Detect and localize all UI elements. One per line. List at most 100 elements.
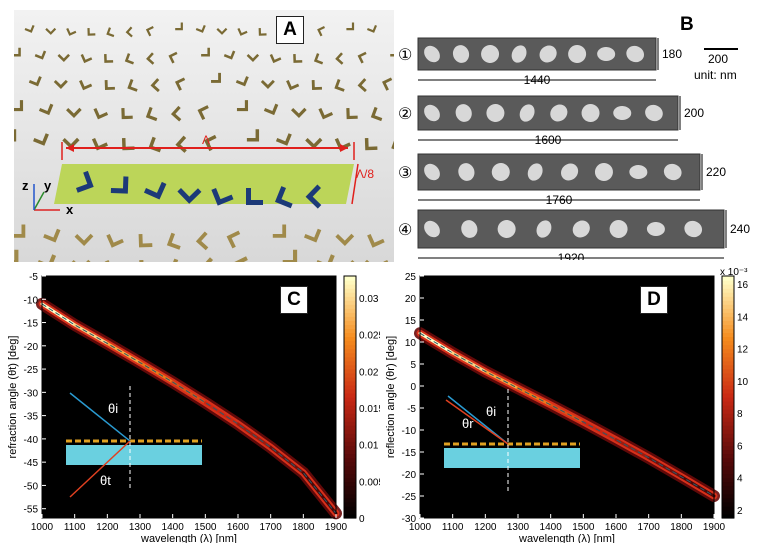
colorbar-segment [344, 368, 356, 374]
antenna [311, 80, 323, 91]
colorbar-segment [722, 364, 734, 370]
colorbar-segment [722, 324, 734, 330]
row-number: ④ [398, 222, 412, 239]
sem-particle [527, 163, 543, 181]
y-tick-label: -55 [24, 505, 39, 516]
antenna [263, 103, 279, 116]
y-tick-label: -15 [24, 319, 39, 330]
sem-particle [645, 104, 663, 122]
colorbar-tick-label: 8 [737, 409, 743, 420]
colorbar-segment [344, 320, 356, 325]
height-label: 200 [684, 106, 704, 120]
colorbar-segment [344, 401, 356, 406]
antenna [66, 28, 77, 36]
y-tick-label: -5 [29, 272, 38, 283]
colorbar-segment [722, 280, 734, 285]
antenna [121, 108, 133, 120]
highlighted-antenna [211, 188, 234, 206]
y-tick-label: -30 [402, 514, 417, 525]
colorbar-segment [344, 509, 356, 515]
colorbar-segment [344, 465, 356, 471]
colorbar-segment [344, 453, 356, 459]
x-tick-label: 1000 [409, 522, 432, 533]
colorbar-segment [722, 292, 734, 297]
sem-particle [629, 164, 648, 180]
x-tick-label: 1100 [442, 522, 464, 533]
colorbar-tick-label: 0.025 [359, 331, 380, 342]
antenna [14, 100, 24, 112]
x-tick-label: 1300 [129, 522, 152, 533]
panel-c-chart: θi θt 1000 1100 1200 1300 1400 1500 1600 1700 1800… [0, 268, 394, 545]
colorbar-segment [722, 348, 734, 354]
highlighted-antenna [246, 188, 263, 205]
y-tick-label: 20 [405, 294, 417, 305]
antenna [366, 24, 377, 33]
colorbar-segment [344, 292, 356, 297]
row-number: ① [398, 47, 412, 64]
x-tick-label: 1900 [703, 522, 726, 533]
antenna [303, 228, 322, 243]
colorbar-segment [722, 288, 734, 293]
antenna [235, 76, 249, 87]
antenna [246, 53, 260, 62]
x-tick-label: 1700 [638, 522, 661, 533]
y-tick-label: -20 [24, 342, 39, 353]
sem-particle [424, 45, 440, 63]
y-axis-label: refraction angle (θt) [deg] [7, 336, 19, 459]
colorbar-segment [344, 505, 356, 511]
antenna [313, 53, 324, 65]
colorbar-frame [721, 275, 735, 519]
y-tick-label: -25 [24, 365, 39, 376]
colorbar-segment [344, 288, 356, 293]
antenna [382, 77, 393, 91]
highlighted-antenna [305, 184, 322, 209]
substrate [444, 448, 580, 468]
highlighted-antenna [274, 186, 293, 209]
x-tick-label: 1800 [292, 522, 315, 533]
colorbar-frame [343, 275, 357, 519]
sem-particle [572, 220, 590, 238]
sem-particle [519, 104, 535, 122]
colorbar-segment [722, 489, 734, 495]
colorbar-segment [344, 433, 356, 438]
colorbar-segment [722, 340, 734, 346]
colorbar-segment [344, 308, 356, 313]
antenna-array [14, 22, 394, 262]
theory-dashed-line [419, 332, 715, 497]
colorbar-segment [722, 397, 734, 402]
antenna [168, 51, 178, 64]
sem-particle [424, 220, 440, 238]
colorbar-segment [722, 449, 734, 455]
colorbar-segment [722, 308, 734, 313]
substrate [66, 445, 202, 465]
incident-ray [69, 392, 131, 442]
colorbar-tick-label: 0.015 [359, 404, 380, 415]
colorbar-segment [344, 312, 356, 317]
colorbar-segment [722, 328, 734, 334]
colorbar-tick-label: 0.005 [359, 477, 380, 488]
antenna [106, 27, 115, 38]
colorbar-tick-label: 16 [737, 280, 749, 291]
colorbar-segment [344, 336, 356, 342]
antenna [346, 108, 358, 120]
x-tick-label: 1900 [325, 522, 348, 533]
colorbar-segment [722, 453, 734, 459]
colorbar-segment [344, 501, 356, 507]
panel-d-label: D [640, 286, 668, 314]
y-tick-label: -10 [402, 426, 417, 437]
colorbar-segment [722, 437, 734, 442]
antenna [150, 78, 160, 93]
colorbar-segment [344, 457, 356, 463]
colorbar-segment [344, 421, 356, 426]
antenna [317, 26, 325, 37]
plot-frame [419, 275, 715, 519]
colorbar-segment [344, 376, 356, 382]
sem-particle [597, 46, 616, 62]
y-tick-label: 0 [410, 382, 416, 393]
antenna [236, 100, 249, 112]
y-tick-label: -5 [407, 404, 416, 415]
colorbar-segment [722, 352, 734, 358]
sem-particle [609, 220, 628, 238]
colorbar-tick-label: 4 [737, 474, 743, 485]
colorbar-segment [344, 473, 356, 479]
